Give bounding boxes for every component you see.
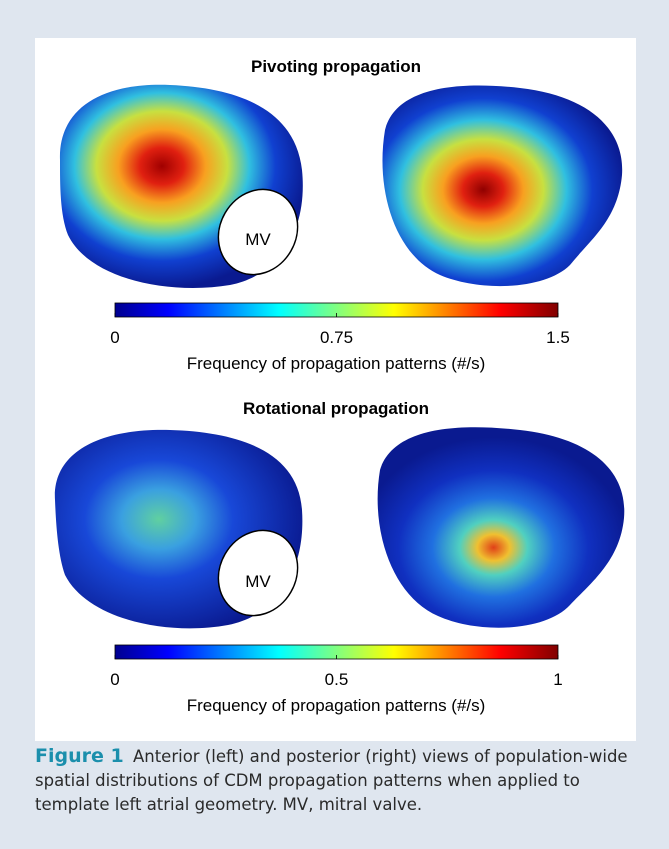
mv-label: MV bbox=[245, 230, 271, 249]
colorbar-label: Frequency of propagation patterns (#/s) bbox=[187, 696, 486, 715]
panel-title: Rotational propagation bbox=[243, 399, 429, 418]
figure-panel: Pivoting propagation MV 0 0.75 1.5 Frequency … bbox=[35, 38, 636, 741]
colorbar-tick-label: 0.5 bbox=[325, 670, 349, 689]
colorbar-tick-label: 1.5 bbox=[546, 328, 570, 347]
colorbar-label: Frequency of propagation patterns (#/s) bbox=[187, 354, 486, 373]
panel-title: Pivoting propagation bbox=[251, 57, 421, 76]
mitral-valve bbox=[217, 529, 299, 617]
caption-text: Anterior (left) and posterior (right) vi… bbox=[35, 747, 628, 814]
panel-2-atria bbox=[54, 427, 625, 629]
colorbar-tick-label: 0 bbox=[110, 328, 119, 347]
mitral-valve bbox=[217, 188, 299, 276]
atrium-posterior bbox=[382, 85, 623, 287]
colorbar-tick-label: 0 bbox=[110, 670, 119, 689]
panel-1-atria bbox=[59, 84, 623, 288]
caption: Figure 1 Anterior (left) and posterior (… bbox=[35, 744, 645, 817]
colorbar-tick-label: 1 bbox=[553, 670, 562, 689]
colorbar-tick-label: 0.75 bbox=[320, 328, 353, 347]
caption-label: Figure 1 bbox=[35, 745, 124, 767]
figure: Pivoting propagation MV 0 0.75 1.5 Frequency … bbox=[54, 57, 625, 715]
atrium-posterior bbox=[377, 427, 625, 628]
mv-label: MV bbox=[245, 572, 271, 591]
